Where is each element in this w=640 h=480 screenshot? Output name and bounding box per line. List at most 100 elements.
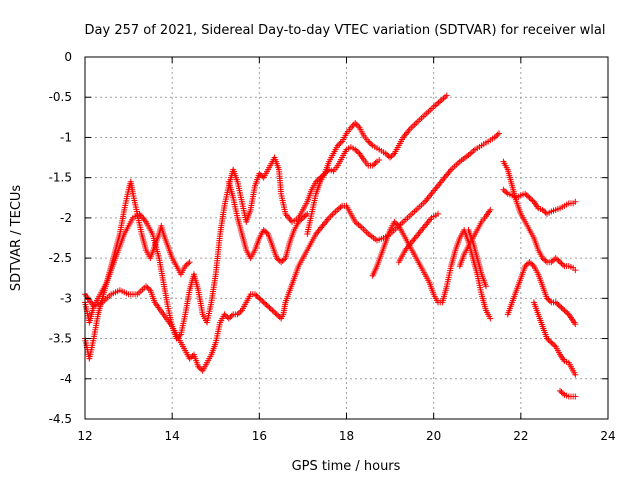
series-7 xyxy=(456,206,494,270)
data-point xyxy=(355,149,362,156)
data-point xyxy=(251,291,258,298)
data-point xyxy=(225,315,232,322)
data-point xyxy=(269,307,276,314)
data-point xyxy=(279,257,286,264)
series-1 xyxy=(82,130,503,374)
data-point xyxy=(273,255,280,262)
data-point xyxy=(260,226,267,233)
data-point xyxy=(572,393,579,400)
data-point xyxy=(554,300,561,307)
data-point xyxy=(276,314,283,321)
data-point xyxy=(302,212,309,219)
data-point xyxy=(558,304,565,311)
data-point xyxy=(196,365,203,372)
data-point xyxy=(559,306,566,313)
series-5 xyxy=(369,218,494,322)
data-point xyxy=(369,162,376,169)
data-point xyxy=(435,210,442,217)
data-point xyxy=(543,295,550,302)
data-point xyxy=(365,138,372,145)
data-point xyxy=(143,283,150,290)
data-point xyxy=(253,292,260,299)
data-point xyxy=(234,311,241,318)
series-0 xyxy=(82,92,450,342)
y-tick-label: -3.5 xyxy=(49,332,72,346)
data-point xyxy=(558,389,565,396)
y-tick-label: -2 xyxy=(60,211,72,225)
data-point xyxy=(259,173,266,180)
data-point xyxy=(388,153,395,160)
x-tick-label: 20 xyxy=(426,429,441,443)
x-axis-label: GPS time / hours xyxy=(292,459,401,474)
data-point xyxy=(552,299,559,306)
data-point xyxy=(487,315,494,322)
series-6 xyxy=(395,210,442,266)
y-tick-label: -2.5 xyxy=(49,251,72,265)
data-point xyxy=(545,336,552,343)
data-point xyxy=(551,342,558,349)
data-point xyxy=(500,186,507,193)
x-tick-label: 12 xyxy=(77,429,92,443)
x-tick-label: 16 xyxy=(252,429,267,443)
data-point xyxy=(545,296,552,303)
data-point xyxy=(273,311,280,318)
data-point xyxy=(376,156,383,163)
x-tick-label: 18 xyxy=(339,429,354,443)
data-point xyxy=(487,206,494,213)
y-tick-label: -1 xyxy=(60,130,72,144)
data-point xyxy=(237,308,244,315)
data-point xyxy=(443,92,450,99)
data-point xyxy=(557,387,564,394)
data-point xyxy=(323,169,330,176)
data-point xyxy=(548,339,555,346)
data-point xyxy=(572,371,579,378)
data-point xyxy=(482,283,489,290)
data-point xyxy=(186,355,193,362)
data-point xyxy=(145,285,152,292)
series-2 xyxy=(82,178,193,362)
series-11 xyxy=(530,299,579,378)
data-point xyxy=(382,150,389,157)
data-point xyxy=(222,312,229,319)
data-point xyxy=(557,259,564,266)
data-point xyxy=(260,299,267,306)
data-point xyxy=(541,208,548,215)
data-point xyxy=(256,170,263,177)
data-point xyxy=(523,261,530,268)
data-point xyxy=(558,260,565,267)
data-point xyxy=(337,139,344,146)
data-point xyxy=(299,214,306,221)
x-tick-label: 14 xyxy=(165,429,180,443)
data-point xyxy=(334,142,341,149)
series-12 xyxy=(557,387,579,400)
series-4 xyxy=(304,144,383,237)
data-point xyxy=(562,308,569,315)
series-13 xyxy=(465,226,489,290)
data-point xyxy=(526,259,533,266)
data-point xyxy=(552,255,559,262)
y-tick-label: -3 xyxy=(60,291,72,305)
data-point xyxy=(227,314,234,321)
data-point xyxy=(188,354,195,361)
data-point xyxy=(392,220,399,227)
data-point xyxy=(372,159,379,166)
data-point xyxy=(336,141,343,148)
data-point xyxy=(262,228,269,235)
data-point xyxy=(183,261,190,268)
data-point xyxy=(267,306,274,313)
y-tick-labels: 0 -0.5 -1 -1.5 -2 -2.5 -3 -3.5 -4 -4.5 xyxy=(49,50,72,426)
data-point xyxy=(549,340,556,347)
data-point xyxy=(522,263,529,270)
data-point xyxy=(529,197,536,204)
data-point xyxy=(389,151,396,158)
data-point xyxy=(559,390,566,397)
series-3 xyxy=(225,178,311,266)
data-point xyxy=(528,196,535,203)
data-point xyxy=(366,139,373,146)
data-point xyxy=(324,167,331,174)
x-tick-label: 22 xyxy=(513,429,528,443)
data-point xyxy=(352,146,359,153)
data-point xyxy=(272,310,279,317)
data-point xyxy=(384,151,391,158)
data-point xyxy=(270,308,277,315)
